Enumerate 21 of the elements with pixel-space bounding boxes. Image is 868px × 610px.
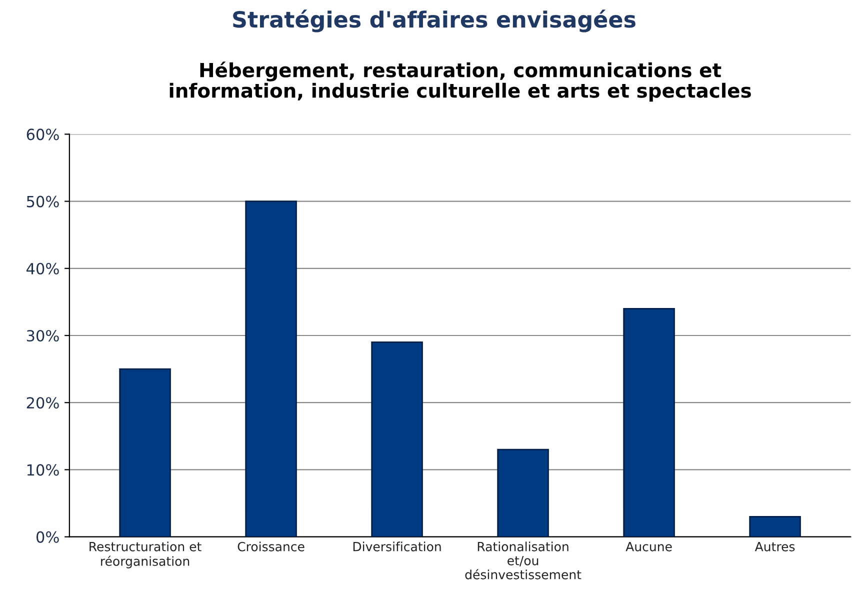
x-tick-label: Aucune bbox=[626, 542, 672, 552]
y-tick-label: 20% bbox=[26, 397, 59, 409]
bar bbox=[497, 448, 549, 537]
bar bbox=[371, 342, 423, 537]
bar bbox=[245, 200, 297, 537]
y-tick-label: 10% bbox=[27, 464, 59, 476]
y-tick-label: 30% bbox=[26, 330, 59, 342]
y-tick-label: 60% bbox=[26, 128, 59, 140]
y-tick-label: 40% bbox=[26, 262, 59, 274]
y-tick-label: 0% bbox=[36, 531, 59, 543]
x-tick-label: Autres bbox=[754, 542, 795, 552]
chart-subtitle: Hébergement, restauration, communications et information, industrie culturelle et arts et spectacles bbox=[170, 62, 751, 102]
bar bbox=[749, 516, 801, 537]
x-tick-label: Croissance bbox=[238, 542, 304, 552]
x-tick-label: Diversification bbox=[353, 542, 441, 552]
y-tick-label: 50% bbox=[26, 196, 59, 208]
x-tick-label: Restructuration et réorganisation bbox=[90, 542, 202, 568]
bar bbox=[623, 308, 675, 537]
x-tick-label: Rationalisation et/ou désinvestissement bbox=[465, 542, 582, 580]
chart-title: Stratégies d'affaires envisagées bbox=[233, 10, 636, 32]
bar bbox=[119, 368, 171, 537]
